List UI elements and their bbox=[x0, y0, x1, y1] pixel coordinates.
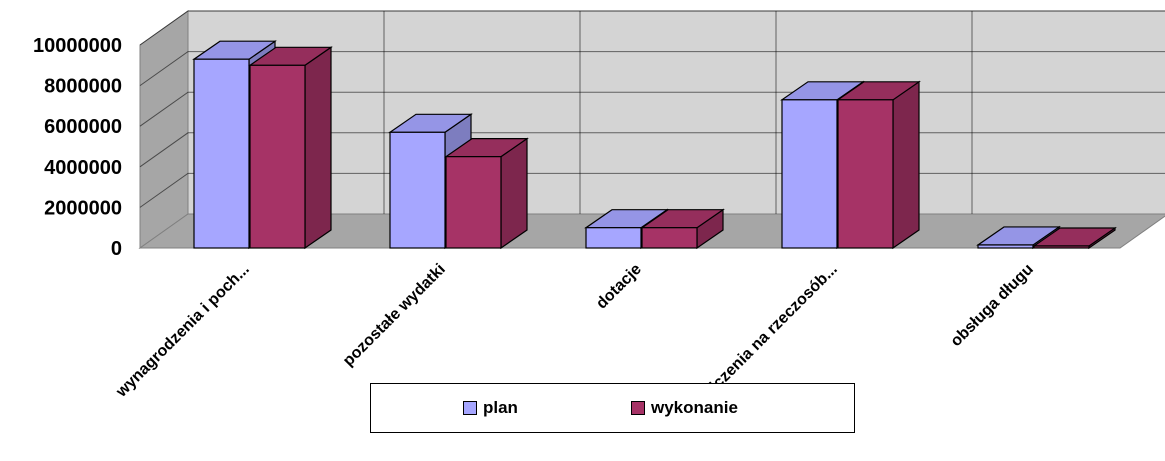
chart-walls bbox=[138, 10, 1165, 249]
bar-wykonanie bbox=[1032, 226, 1117, 250]
bar-side-face bbox=[892, 80, 920, 250]
y-tick-label: 4000000 bbox=[44, 157, 122, 179]
side-wall bbox=[139, 10, 189, 249]
bar-side-face bbox=[304, 46, 332, 250]
y-tick-label: 8000000 bbox=[44, 76, 122, 98]
bar-wykonanie bbox=[248, 46, 333, 250]
bar-side-face bbox=[500, 137, 528, 250]
y-axis-ticks: 0 2000000 4000000 6000000 8000000 10000000 bbox=[33, 35, 122, 260]
legend-label-wykonanie: wykonanie bbox=[651, 398, 738, 417]
legend-item-plan: plan bbox=[463, 398, 518, 418]
bar-wykonanie bbox=[444, 137, 529, 250]
bar-front-face bbox=[1033, 245, 1090, 249]
x-category-label: dotacje bbox=[593, 261, 645, 313]
bar-front-face bbox=[585, 227, 642, 249]
bar-front-face bbox=[641, 227, 698, 249]
back-wall bbox=[187, 10, 1165, 215]
legend-label-plan: plan bbox=[483, 398, 518, 417]
bar-front-face bbox=[389, 131, 446, 249]
x-category-label: wynagrodzenia i poch... bbox=[112, 261, 252, 401]
x-category-label: pozostałe wydatki bbox=[340, 261, 449, 370]
legend-item-wykonanie: wykonanie bbox=[631, 398, 738, 418]
bar-front-face bbox=[977, 244, 1034, 249]
y-tick-label: 2000000 bbox=[44, 197, 122, 219]
bar-wykonanie bbox=[836, 80, 921, 250]
bar-front-face bbox=[445, 156, 502, 249]
x-category-label: obsługa długu bbox=[948, 261, 1037, 350]
gridline bbox=[139, 51, 1165, 87]
gridline bbox=[139, 10, 1165, 46]
bar-wykonanie bbox=[640, 208, 725, 250]
y-tick-label: 10000000 bbox=[33, 35, 122, 57]
legend-swatch-wykonanie bbox=[631, 401, 645, 415]
bars bbox=[192, 40, 1117, 250]
bar-front-face bbox=[249, 64, 306, 249]
bar-front-face bbox=[837, 99, 894, 249]
bar-front-face bbox=[781, 99, 838, 249]
legend-swatch-plan bbox=[463, 401, 477, 415]
y-tick-label: 0 bbox=[111, 238, 122, 260]
y-tick-label: 6000000 bbox=[44, 116, 122, 138]
legend: plan wykonanie bbox=[370, 383, 855, 433]
bar-front-face bbox=[193, 58, 250, 249]
